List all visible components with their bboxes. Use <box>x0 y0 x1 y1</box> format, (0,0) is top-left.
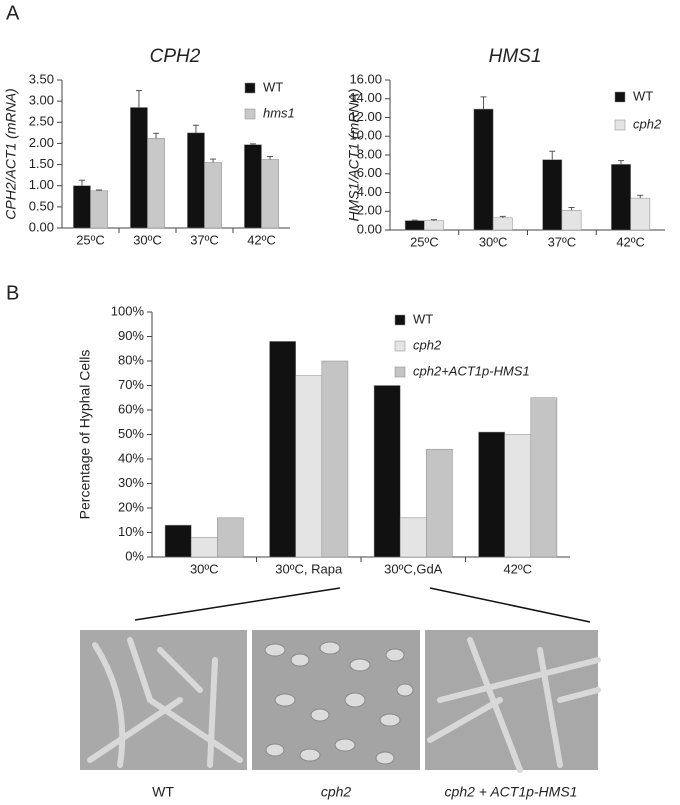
y-tick-label: 0.00 <box>357 221 382 236</box>
legend-swatch <box>614 91 626 103</box>
bar <box>473 108 494 231</box>
bar <box>561 210 582 231</box>
x-tick-label: 30ºC,GdA <box>384 561 443 576</box>
y-tick-label: 14.00 <box>349 90 382 105</box>
legend-label: WT <box>413 311 433 326</box>
bar <box>147 138 165 229</box>
y-tick-label: 16.00 <box>349 71 382 86</box>
chart-title: CPH2 <box>150 46 201 67</box>
y-tick-label: 70% <box>118 377 144 392</box>
legend-label: cph2 <box>413 337 442 352</box>
x-tick-label: 30ºC <box>190 561 219 576</box>
y-tick-label: 2.00 <box>29 135 54 150</box>
bar <box>164 524 192 558</box>
connector <box>429 587 591 623</box>
bar <box>542 159 563 231</box>
y-tick-label: 1.00 <box>29 177 54 192</box>
y-tick-label: 10.00 <box>349 128 382 143</box>
y-tick-label: 20% <box>118 499 144 514</box>
y-tick-label: 3.00 <box>29 93 54 108</box>
x-tick-label: 30ºC <box>479 234 508 249</box>
legend-label: hms1 <box>263 105 295 120</box>
legend-swatch <box>614 119 626 131</box>
y-tick-label: 4.00 <box>357 184 382 199</box>
legend-label: cph2 <box>633 116 662 131</box>
bar <box>73 185 91 229</box>
bar <box>426 448 453 558</box>
y-tick-label: 60% <box>118 401 144 416</box>
bar <box>404 220 425 231</box>
connector <box>134 587 341 621</box>
legend-swatch <box>244 82 256 94</box>
x-tick-label: 37ºC <box>190 232 219 247</box>
x-tick-label: 25ºC <box>76 232 105 247</box>
image-caption: cph2 + ACT1p-HMS1 <box>445 784 578 800</box>
chart-title: HMS1 <box>489 46 542 67</box>
y-tick-label: 0.00 <box>29 219 54 234</box>
bar <box>530 397 558 558</box>
panel-label: B <box>6 282 19 304</box>
y-tick-label: 90% <box>118 328 144 343</box>
bar <box>217 517 244 558</box>
legend-swatch <box>244 108 256 120</box>
legend-swatch <box>394 340 406 352</box>
legend-swatch <box>394 314 406 326</box>
x-tick-label: 37ºC <box>548 234 577 249</box>
bar <box>295 375 323 558</box>
bar <box>504 434 532 558</box>
bar <box>269 341 296 558</box>
y-tick-label: 3.50 <box>29 71 54 86</box>
y-axis-label: Percentage of Hyphal Cells <box>77 350 93 520</box>
x-tick-label: 30ºC, Rapa <box>275 561 343 576</box>
x-tick-label: 25ºC <box>410 234 439 249</box>
y-tick-label: 80% <box>118 352 144 367</box>
y-tick-label: 6.00 <box>357 165 382 180</box>
legend-label: WT <box>633 88 653 103</box>
bar <box>492 217 513 231</box>
x-tick-label: 42ºC <box>503 561 532 576</box>
image-caption: cph2 <box>321 784 352 800</box>
bar <box>244 144 262 229</box>
bar <box>90 190 108 229</box>
y-tick-label: 2.50 <box>29 114 54 129</box>
bar <box>399 517 427 558</box>
bar <box>190 537 218 558</box>
y-axis-label: CPH2/ACT1 (mRNA) <box>3 88 19 219</box>
x-tick-label: 42ºC <box>247 232 276 247</box>
x-tick-label: 42ºC <box>616 234 645 249</box>
y-tick-label: 100% <box>111 303 145 318</box>
y-tick-label: 8.00 <box>357 146 382 161</box>
bar <box>130 107 148 229</box>
bar <box>261 159 279 229</box>
legend-label: WT <box>263 79 283 94</box>
bar <box>373 385 401 558</box>
bar <box>630 197 651 231</box>
y-tick-label: 0.50 <box>29 198 54 213</box>
x-tick-label: 30ºC <box>133 232 162 247</box>
y-tick-label: 12.00 <box>349 109 382 124</box>
bar <box>321 360 349 558</box>
bar <box>478 431 505 558</box>
y-tick-label: 50% <box>118 426 144 441</box>
image-caption: WT <box>152 784 174 800</box>
y-tick-label: 30% <box>118 475 144 490</box>
y-tick-label: 10% <box>118 524 144 539</box>
bar <box>187 132 205 229</box>
y-tick-label: 0% <box>125 548 144 563</box>
y-tick-label: 2.00 <box>357 203 382 218</box>
bar <box>204 162 222 229</box>
bar <box>424 220 444 231</box>
y-tick-label: 1.50 <box>29 156 54 171</box>
y-axis-label: HMS1/ACT1 (mRNA) <box>346 88 362 221</box>
panel-label: A <box>6 2 20 24</box>
y-tick-label: 40% <box>118 450 144 465</box>
bar <box>611 164 631 231</box>
micrographs <box>80 630 601 773</box>
legend-swatch <box>394 366 406 378</box>
legend-label: cph2+ACT1p-HMS1 <box>413 363 530 378</box>
